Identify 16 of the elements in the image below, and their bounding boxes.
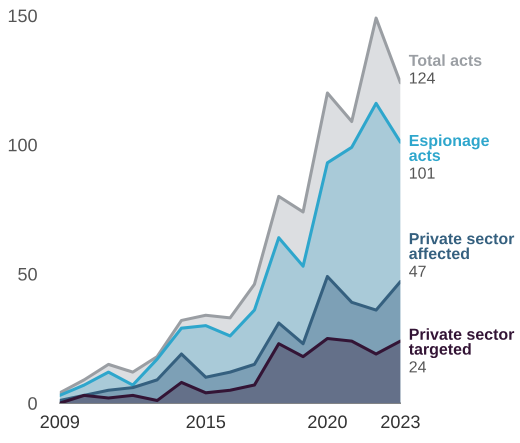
data-label: 124 — [410, 72, 435, 84]
x-tick-label: 2015 — [186, 415, 226, 428]
y-tick-label: 150 — [8, 9, 37, 22]
series-label: Private sector targeted — [408, 328, 514, 358]
series-label: Private sector affected — [409, 232, 514, 260]
series-label: Espionage acts — [409, 134, 489, 162]
series-label: Total acts — [408, 54, 482, 66]
data-label: 101 — [410, 167, 435, 179]
data-label: 24 — [410, 361, 426, 372]
x-tick-label: 2009 — [40, 415, 80, 428]
y-tick-label: 100 — [8, 138, 37, 152]
data-label: 47 — [409, 266, 426, 277]
y-tick-label: 0 — [28, 397, 37, 410]
y-tick-label: 50 — [18, 268, 37, 281]
x-tick-label: 2023 — [381, 415, 420, 428]
x-tick-label: 2020 — [308, 415, 347, 428]
